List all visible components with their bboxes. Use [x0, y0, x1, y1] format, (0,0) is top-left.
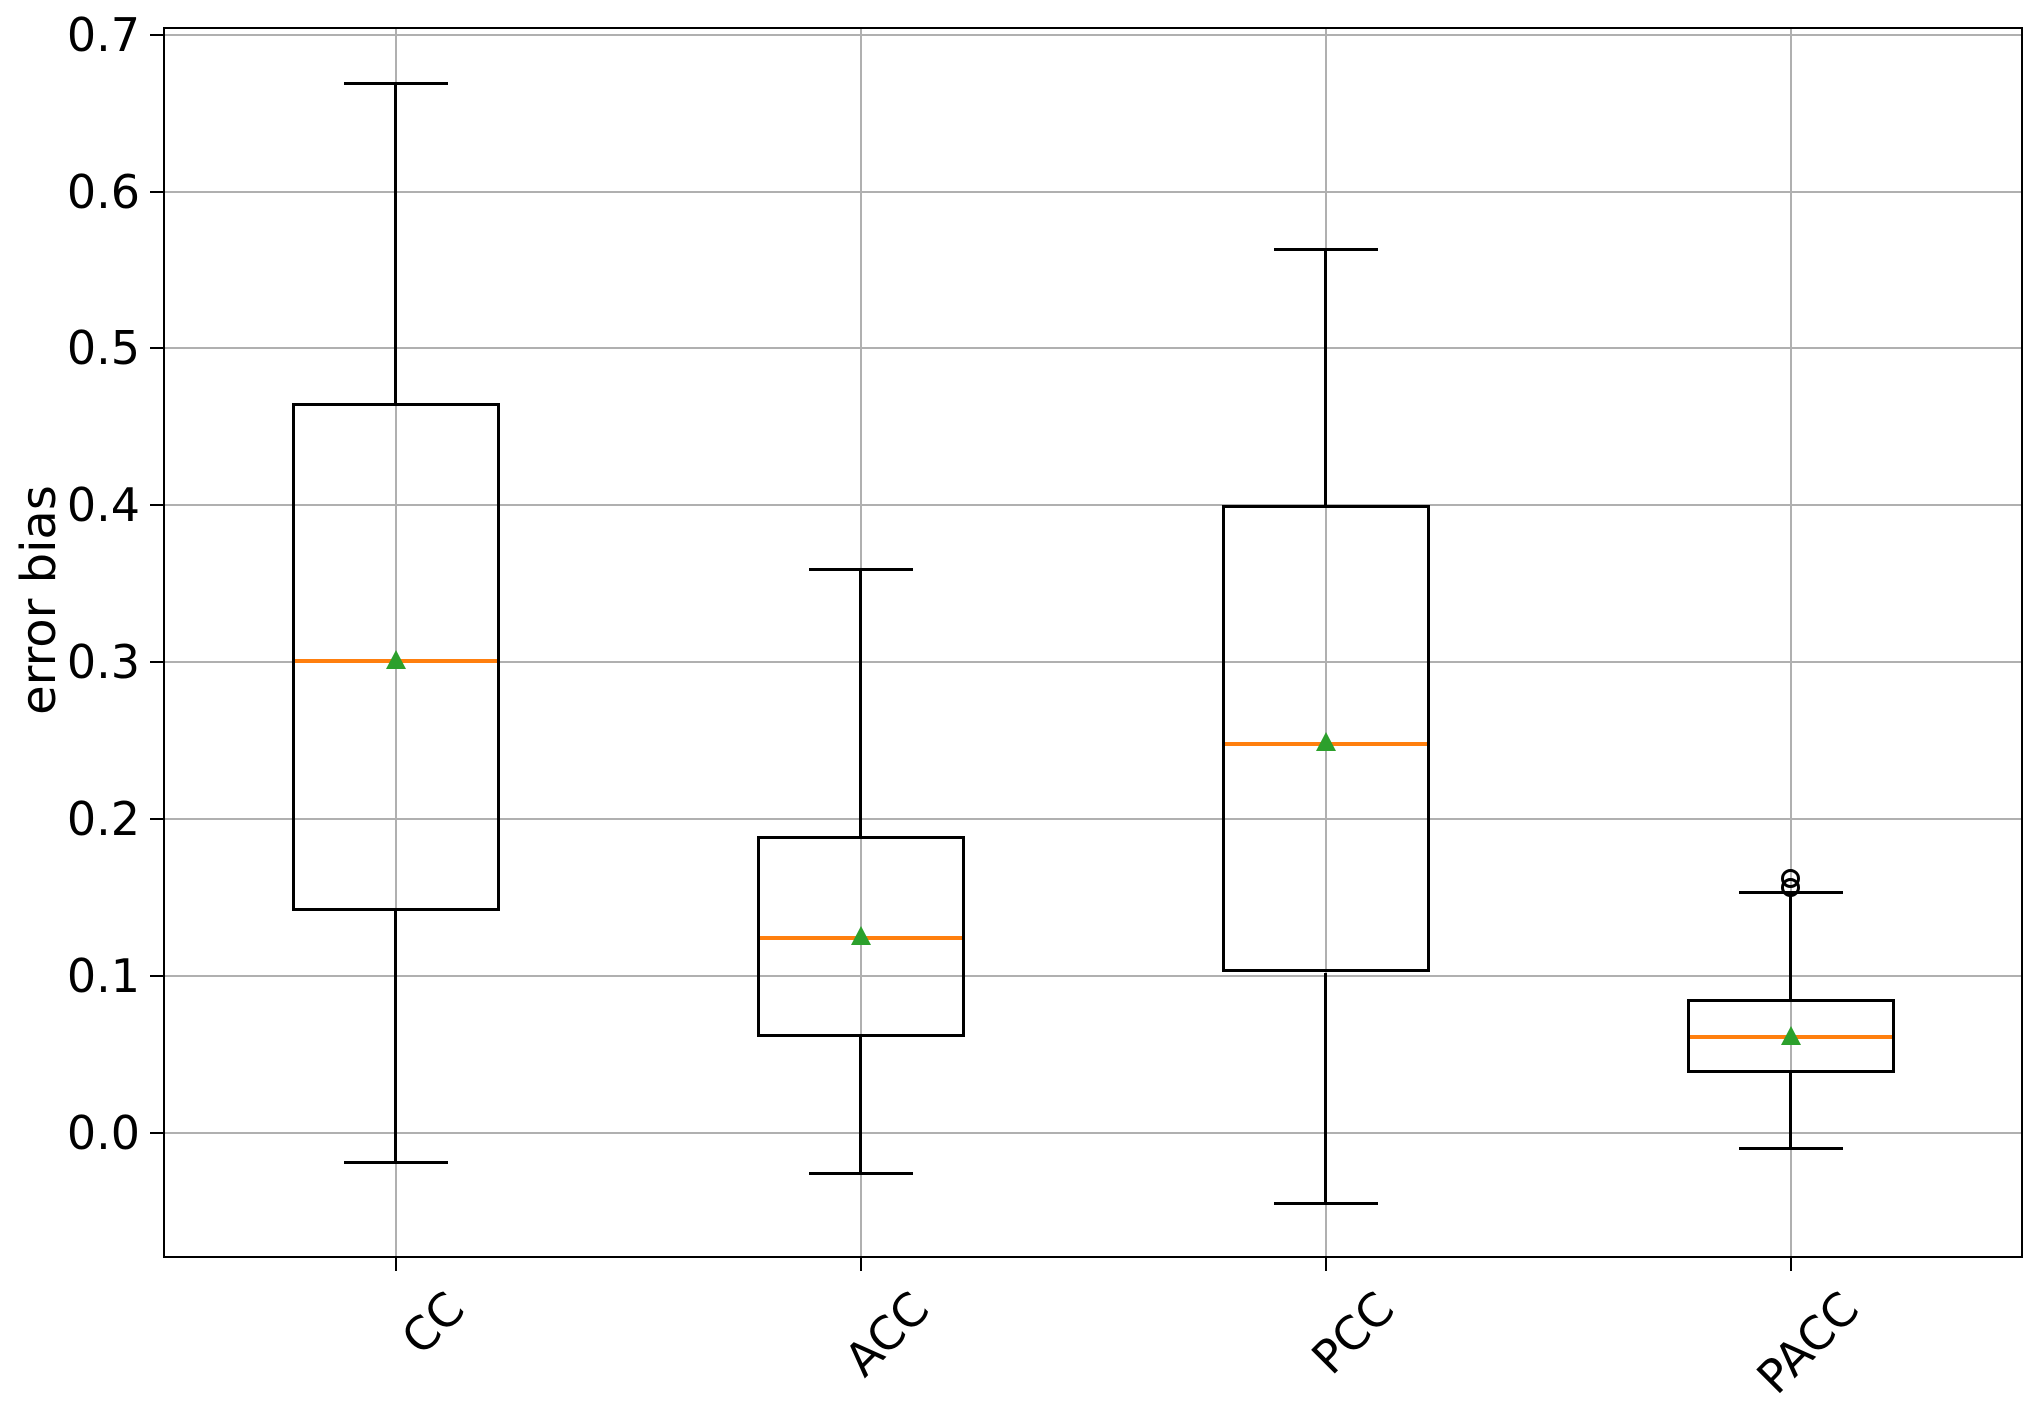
- x-tick-label: PCC: [1301, 1281, 1405, 1385]
- box-PCC: [1222, 505, 1430, 972]
- whisker-cap-lower: [1739, 1147, 1843, 1150]
- y-tick-label: 0.4: [66, 478, 140, 532]
- y-tick-mark: [150, 34, 163, 36]
- box-CC: [292, 403, 500, 911]
- grid-line-horizontal: [163, 975, 2023, 977]
- whisker-upper: [394, 83, 397, 403]
- box-ACC: [757, 836, 965, 1037]
- grid-line-vertical: [1325, 27, 1327, 1258]
- y-tick-label: 0.2: [66, 792, 140, 846]
- grid-line-vertical: [395, 27, 397, 1258]
- y-tick-mark: [150, 504, 163, 506]
- grid-line-horizontal: [163, 661, 2023, 663]
- y-tick-mark: [150, 661, 163, 663]
- whisker-cap-upper: [344, 82, 448, 85]
- y-tick-label: 0.6: [66, 165, 140, 219]
- whisker-cap-lower: [344, 1161, 448, 1164]
- whisker-lower: [1789, 1073, 1792, 1148]
- whisker-cap-upper: [809, 568, 913, 571]
- y-tick-label: 0.7: [66, 8, 140, 62]
- x-tick-mark: [1790, 1258, 1792, 1271]
- y-tick-label: 0.3: [66, 635, 140, 689]
- x-tick-mark: [860, 1258, 862, 1271]
- y-tick-mark: [150, 818, 163, 820]
- x-tick-label: ACC: [834, 1281, 940, 1387]
- grid-line-horizontal: [163, 1132, 2023, 1134]
- x-tick-mark: [1325, 1258, 1327, 1271]
- y-tick-label: 0.1: [66, 949, 140, 1003]
- whisker-upper: [1324, 250, 1327, 506]
- grid-line-horizontal: [163, 818, 2023, 820]
- y-tick-mark: [150, 1132, 163, 1134]
- whisker-cap-upper: [1274, 248, 1378, 251]
- whisker-lower: [394, 911, 397, 1162]
- y-tick-mark: [150, 347, 163, 349]
- grid-line-horizontal: [163, 34, 2023, 36]
- y-tick-mark: [150, 975, 163, 977]
- whisker-lower: [859, 1037, 862, 1173]
- whisker-upper: [859, 570, 862, 837]
- grid-line-horizontal: [163, 504, 2023, 506]
- y-tick-label: 0.5: [66, 321, 140, 375]
- box-PACC: [1687, 999, 1895, 1073]
- mean-marker: [851, 926, 871, 945]
- whisker-upper: [1789, 893, 1792, 1000]
- mean-marker: [1316, 732, 1336, 751]
- whisker-lower: [1324, 973, 1327, 1204]
- whisker-cap-lower: [809, 1172, 913, 1175]
- x-tick-label: CC: [390, 1281, 475, 1365]
- whisker-cap-lower: [1274, 1202, 1378, 1205]
- axes-spines: [163, 27, 2023, 1258]
- x-tick-label: PACC: [1746, 1281, 1870, 1405]
- grid-line-horizontal: [163, 191, 2023, 193]
- outlier-point: [1781, 869, 1800, 888]
- grid-line-vertical: [1790, 27, 1792, 1258]
- x-tick-mark: [395, 1258, 397, 1271]
- y-tick-label: 0.0: [66, 1106, 140, 1160]
- mean-marker: [1781, 1026, 1801, 1045]
- mean-marker: [386, 650, 406, 669]
- y-tick-mark: [150, 191, 163, 193]
- grid-line-horizontal: [163, 347, 2023, 349]
